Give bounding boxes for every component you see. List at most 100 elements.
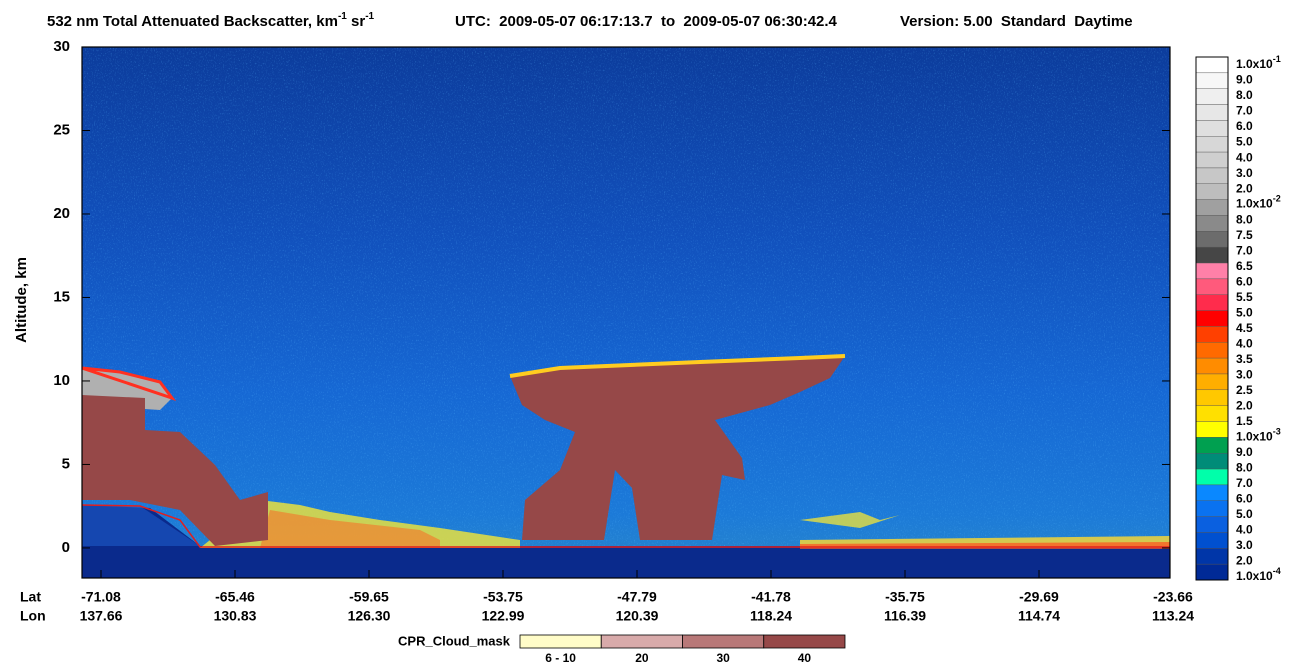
- lat-label: -71.08: [81, 589, 121, 605]
- colorbar-band: [1195, 56, 1229, 74]
- cpr-legend-label: 40: [798, 651, 812, 665]
- colorbar-label: 9.0: [1236, 73, 1253, 87]
- cpr-legend-title: CPR_Cloud_mask: [398, 633, 511, 648]
- title-sup: -1: [338, 11, 347, 22]
- colorbar-label-base: 1.0x10: [1236, 57, 1273, 71]
- lat-label: -35.75: [885, 589, 925, 605]
- lon-label: 137.66: [80, 608, 123, 624]
- cpr-legend-label: 6 - 10: [545, 651, 576, 665]
- colorbar-band: [1195, 183, 1229, 200]
- colorbar-label-base: 1.0x10: [1236, 569, 1273, 583]
- title-text: 532 nm Total Attenuated Backscatter, km: [47, 13, 338, 30]
- colorbar-band: [1195, 88, 1229, 105]
- colorbar-label: 3.0: [1236, 166, 1253, 180]
- colorbar-band: [1195, 215, 1229, 232]
- colorbar-label-exp: -2: [1273, 194, 1281, 204]
- backscatter-image: [82, 47, 1170, 578]
- colorbar-label: 6.0: [1236, 119, 1253, 133]
- lat-label: -41.78: [751, 589, 791, 605]
- colorbar-label: 3.5: [1236, 352, 1253, 366]
- colorbar-label: 1.0x10-2: [1236, 194, 1281, 211]
- colorbar-label: 7.0: [1236, 476, 1253, 490]
- colorbar-label: 2.0: [1236, 554, 1253, 568]
- lat-label: -47.79: [617, 589, 657, 605]
- cpr-legend-box: [682, 634, 765, 649]
- colorbar-band: [1195, 453, 1229, 470]
- colorbar-label: 1.0x10-4: [1236, 566, 1281, 583]
- colorbar-band: [1195, 262, 1229, 280]
- colorbar-label: 8.0: [1236, 88, 1253, 102]
- y-tick-label: 20: [53, 205, 70, 222]
- colorbar-label: 1.0x10-1: [1236, 54, 1281, 71]
- title-sup: -1: [365, 11, 374, 22]
- colorbar-band: [1195, 389, 1229, 406]
- colorbar-band: [1195, 199, 1229, 216]
- colorbar-band: [1195, 405, 1229, 422]
- colorbar-band: [1195, 357, 1229, 375]
- plot-frame: [81, 46, 1171, 579]
- lon-label: 130.83: [214, 608, 257, 624]
- colorbar-label: 2.0: [1236, 399, 1253, 413]
- colorbar-label: 6.0: [1236, 274, 1253, 288]
- lat-label: -23.66: [1153, 589, 1193, 605]
- colorbar-label: 5.0: [1236, 507, 1253, 521]
- title-unit: sr: [347, 13, 366, 30]
- colorbar-band: [1195, 516, 1229, 533]
- chart-version: Version: 5.00 Standard Daytime: [900, 13, 1133, 30]
- cpr-legend-label: 30: [716, 651, 730, 665]
- lon-label: 116.39: [884, 608, 926, 624]
- colorbar-band: [1195, 342, 1229, 359]
- chart-title: 532 nm Total Attenuated Backscatter, km-…: [47, 11, 375, 30]
- colorbar-label-base: 1.0x10: [1236, 430, 1273, 444]
- lat-label: -59.65: [349, 589, 389, 605]
- colorbar-label: 5.0: [1236, 135, 1253, 149]
- colorbar-band: [1195, 326, 1229, 343]
- x-row-label: Lat: [20, 589, 41, 605]
- colorbar-label: 6.0: [1236, 492, 1253, 506]
- y-axis-label: Altitude, km: [13, 257, 30, 343]
- colorbar-band: [1195, 532, 1229, 549]
- colorbar-label: 8.0: [1236, 461, 1253, 475]
- colorbar-band: [1195, 484, 1229, 501]
- colorbar-label-exp: -4: [1273, 566, 1281, 576]
- colorbar-label: 4.5: [1236, 321, 1253, 335]
- colorbar-band: [1195, 136, 1229, 153]
- colorbar-label: 3.0: [1236, 367, 1253, 381]
- colorbar-label: 4.0: [1236, 523, 1253, 537]
- colorbar-band: [1195, 500, 1229, 517]
- colorbar-band: [1195, 72, 1229, 89]
- colorbar-label: 5.5: [1236, 290, 1253, 304]
- colorbar-label: 1.0x10-3: [1236, 427, 1281, 444]
- colorbar-band: [1195, 120, 1229, 137]
- y-tick-label: 25: [53, 121, 70, 138]
- colorbar-band: [1195, 437, 1229, 454]
- colorbar-label: 6.5: [1236, 259, 1253, 273]
- colorbar-band: [1195, 278, 1229, 295]
- colorbar-band: [1195, 246, 1229, 264]
- x-row-label: Lon: [20, 608, 46, 624]
- colorbar-label: 7.5: [1236, 228, 1253, 242]
- colorbar-band: [1195, 548, 1229, 565]
- colorbar-label: 4.0: [1236, 150, 1253, 164]
- lat-label: -53.75: [483, 589, 523, 605]
- colorbar-band: [1195, 468, 1229, 486]
- colorbar-band: [1195, 231, 1229, 248]
- colorbar-frame: [1195, 56, 1229, 581]
- y-tick-label: 15: [53, 288, 70, 305]
- colorbar-label: 4.0: [1236, 336, 1253, 350]
- y-tick-label: 30: [53, 38, 70, 55]
- colorbar-band: [1195, 294, 1229, 311]
- cpr-legend-label: 20: [635, 651, 649, 665]
- y-tick-label: 5: [62, 455, 70, 472]
- cpr-legend-box: [763, 634, 846, 649]
- lat-label: -29.69: [1019, 589, 1059, 605]
- colorbar-band: [1195, 563, 1229, 581]
- lon-label: 113.24: [1152, 608, 1194, 624]
- colorbar-label: 7.0: [1236, 104, 1253, 118]
- colorbar-label: 7.0: [1236, 243, 1253, 257]
- cpr-legend-box: [519, 634, 602, 649]
- colorbar-band: [1195, 373, 1229, 391]
- colorbar-label: 9.0: [1236, 445, 1253, 459]
- lon-label: 114.74: [1018, 608, 1060, 624]
